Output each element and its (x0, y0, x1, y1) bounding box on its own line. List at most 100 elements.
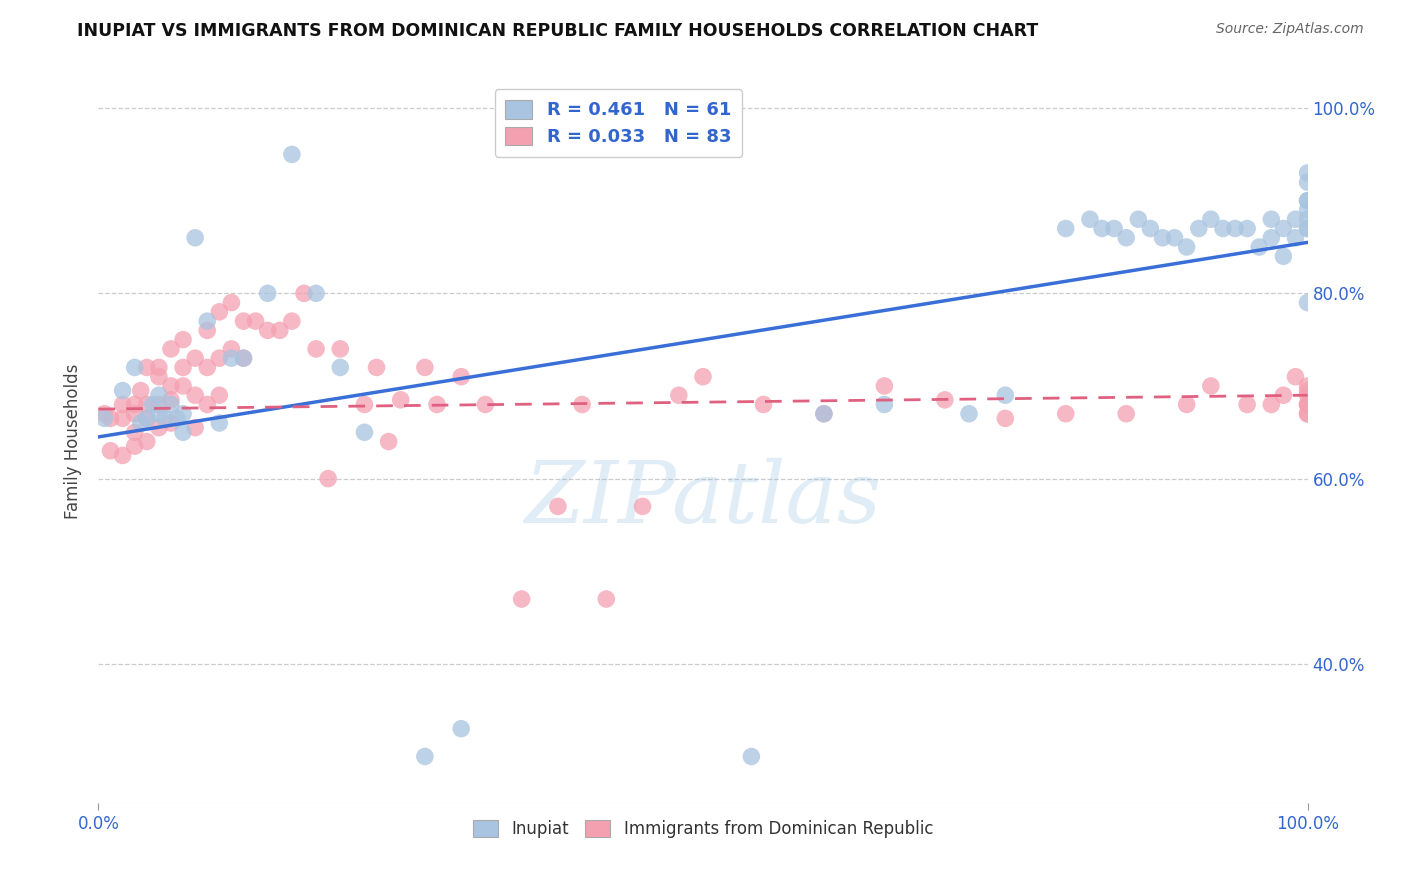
Point (389, 392, 412, 407)
Point (1296, 397, 1319, 411)
Point (221, 295, 243, 310)
Point (547, 500, 569, 514)
Point (292, 286, 315, 301)
Point (160, 342, 183, 356)
Point (1296, 221, 1319, 235)
Point (1296, 175, 1319, 189)
Point (1249, 240, 1271, 254)
Point (1296, 221, 1319, 235)
Point (668, 388, 690, 402)
Point (111, 449, 134, 463)
Point (221, 351, 243, 366)
Point (1236, 397, 1258, 411)
Point (316, 472, 339, 486)
Point (1296, 379, 1319, 393)
Point (957, 407, 980, 421)
Point (1272, 221, 1295, 235)
Point (153, 411, 176, 425)
Point (1199, 379, 1222, 393)
Point (281, 147, 304, 161)
Point (1284, 231, 1306, 245)
Point (1272, 388, 1295, 402)
Text: ZIPatlas: ZIPatlas (524, 458, 882, 541)
Point (124, 439, 146, 453)
Point (221, 342, 243, 356)
Point (172, 379, 194, 393)
Point (1296, 212, 1319, 227)
Point (172, 407, 194, 421)
Point (353, 425, 375, 440)
Point (474, 397, 496, 411)
Point (184, 420, 207, 434)
Point (1296, 194, 1319, 208)
Point (426, 397, 449, 411)
Point (111, 411, 134, 425)
Point (1175, 240, 1198, 254)
Point (148, 397, 170, 411)
Point (160, 416, 183, 430)
Point (148, 369, 170, 384)
Point (1199, 212, 1222, 227)
Point (1102, 221, 1125, 235)
Y-axis label: Family Households: Family Households (65, 364, 83, 519)
Point (208, 388, 231, 402)
Point (752, 397, 775, 411)
Point (269, 323, 291, 337)
Point (1272, 249, 1295, 263)
Point (353, 397, 375, 411)
Point (100, 411, 122, 425)
Point (1296, 397, 1319, 411)
Point (208, 416, 231, 430)
Point (1296, 384, 1319, 398)
Point (1152, 231, 1174, 245)
Point (148, 388, 170, 402)
Point (129, 384, 152, 398)
Point (111, 384, 134, 398)
Point (124, 360, 146, 375)
Point (160, 379, 183, 393)
Point (1139, 221, 1161, 235)
Point (1296, 194, 1319, 208)
Point (1284, 212, 1306, 227)
Point (329, 342, 352, 356)
Point (450, 722, 472, 736)
Point (135, 397, 157, 411)
Point (1115, 407, 1137, 421)
Point (184, 351, 207, 366)
Point (135, 411, 157, 425)
Point (100, 443, 122, 458)
Point (148, 420, 170, 434)
Point (873, 379, 896, 393)
Point (160, 397, 183, 411)
Point (813, 407, 835, 421)
Point (166, 411, 188, 425)
Point (1163, 231, 1185, 245)
Point (740, 749, 762, 764)
Point (135, 434, 157, 449)
Point (413, 360, 436, 375)
Point (195, 360, 218, 375)
Text: INUPIAT VS IMMIGRANTS FROM DOMINICAN REPUBLIC FAMILY HOUSEHOLDS CORRELATION CHAR: INUPIAT VS IMMIGRANTS FROM DOMINICAN REP… (77, 22, 1039, 40)
Point (813, 407, 835, 421)
Point (256, 323, 278, 337)
Point (1284, 369, 1306, 384)
Point (934, 392, 956, 407)
Point (1078, 212, 1101, 227)
Point (172, 425, 194, 440)
Point (184, 388, 207, 402)
Point (124, 397, 146, 411)
Point (1175, 397, 1198, 411)
Legend: Inupiat, Immigrants from Dominican Republic: Inupiat, Immigrants from Dominican Repub… (467, 814, 939, 845)
Point (631, 500, 654, 514)
Point (994, 388, 1017, 402)
Point (148, 360, 170, 375)
Point (195, 314, 218, 328)
Point (148, 407, 170, 421)
Point (595, 592, 617, 607)
Point (1296, 295, 1319, 310)
Point (377, 434, 399, 449)
Point (142, 397, 165, 411)
Point (1091, 221, 1114, 235)
Point (232, 351, 254, 366)
Point (232, 351, 254, 366)
